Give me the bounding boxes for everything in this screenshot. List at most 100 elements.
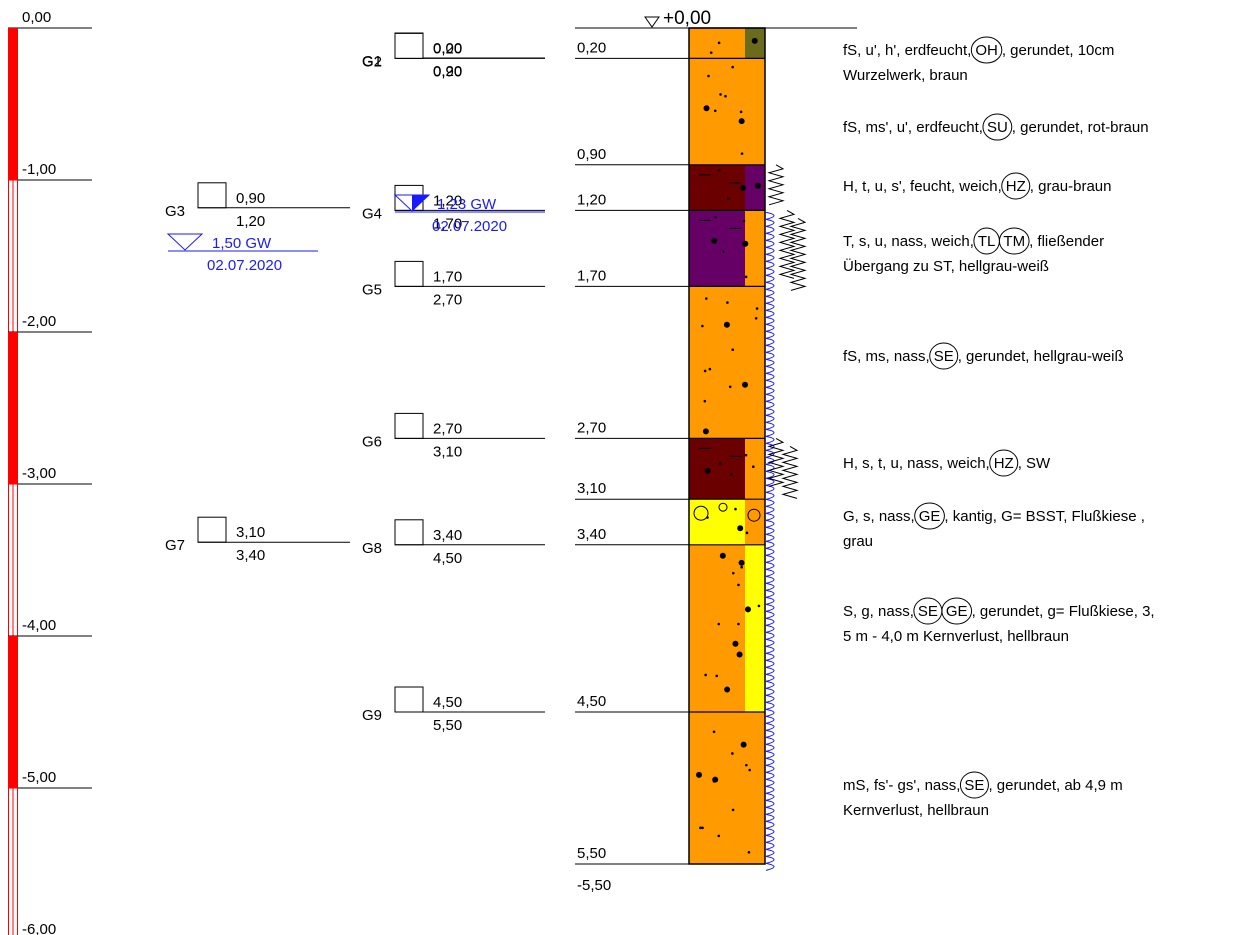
sample-bottom: 1,20 [236,213,265,230]
texture-dot [737,583,740,587]
description-text: fS, ms, nass, [843,348,930,365]
gravel-circle [693,505,709,521]
texture-dot [752,465,755,469]
texture-dot [717,41,721,45]
water-scallop [765,624,775,633]
texture-dot [754,316,758,320]
texture-dot [740,741,747,748]
groundwater-icon-fill [412,195,429,211]
sample-bottom: 3,40 [236,547,265,564]
scale-tick-label: -1,00 [22,161,56,178]
soil-class-label: SE [918,603,938,620]
groundwater-level: 1,23 GW [437,196,497,213]
texture-dot [701,826,704,830]
water-scallop [765,484,775,493]
description-text: , fließender [1029,233,1104,250]
texture-dot [754,182,761,189]
water-scallop [765,862,775,871]
texture-dot [747,850,751,854]
texture-dot [734,507,737,511]
description-text: , gerundet, rot-braun [1012,119,1149,136]
sample-box [197,516,227,543]
layer-stripe [745,712,765,864]
water-scallop [765,239,775,248]
description-text: fS, ms', u', erdfeucht, [843,119,983,136]
layer-stripe [745,286,765,439]
groundwater-icon [166,233,204,251]
sample-id: G6 [362,433,382,450]
texture-dot [719,552,726,559]
water-scallop [765,582,775,591]
soft-soil-marker [767,437,785,487]
water-scallop [765,715,775,724]
water-scallop [765,610,775,619]
description-text: , gerundet, ab 4,9 m [988,777,1122,794]
sample-bottom: 0,20 [433,63,462,80]
texture-dot [742,240,749,247]
texture-dot [701,324,704,328]
water-scallop [765,267,775,276]
texture-dot [712,776,719,783]
water-scallop [765,729,775,738]
water-scallop [765,379,775,388]
sample-id: G9 [362,707,382,724]
sample-bottom: 1,70 [433,215,462,232]
description-text: mS, fs'- gs', nass, [843,777,960,794]
texture-dot [704,673,707,677]
texture-dot [740,184,747,191]
water-scallop [765,351,775,360]
water-scallop [765,386,775,395]
water-scallop [765,316,775,325]
water-scallop [765,435,775,444]
texture-dot [713,109,717,113]
water-scallop [765,813,775,822]
sample-id: G3 [165,203,185,220]
sample-box [394,519,424,546]
sample-box [197,182,227,209]
sample-id: G7 [165,537,185,554]
sample-bottom: 2,70 [433,291,462,308]
water-scallop [765,680,775,689]
texture-dot [714,216,717,219]
water-scallop [765,596,775,605]
water-scallop [765,701,775,710]
scale-segment-filled [8,332,18,484]
soil-column [688,27,807,871]
soil-class-circle [1001,172,1031,200]
sample-id: G2 [362,53,382,70]
texture-dot [704,467,711,474]
texture-dot [732,640,739,647]
description-text: , grau-braun [1030,178,1112,195]
water-scallop [765,757,775,766]
scale-tick-label: -6,00 [22,921,56,935]
texture-dot [731,808,735,812]
layer-depth-label: 1,20 [577,191,606,208]
water-scallop [765,211,775,220]
water-scallop [765,337,775,346]
layer-depth-label: 0,20 [577,39,606,56]
texture-dot [755,307,759,310]
description-text: S, g, nass, [843,603,914,620]
water-scallop [765,477,775,486]
water-scallop [765,358,775,367]
water-scallop [765,848,775,857]
texture-dot [712,730,716,734]
description-text: grau [843,533,873,550]
texture-dot [695,771,702,778]
water-scallop [765,834,775,843]
soil-class-label: TM [1003,233,1025,250]
scale-tick-label: 0,00 [22,9,51,26]
description-text: , kantig, G= BSST, Flußkiese , [944,508,1145,525]
sample-box [394,32,424,59]
layer-descriptions: fS, u', h', erdfeucht, OH, gerundet, 10cm… [843,36,1155,819]
layer-depth-label: 2,70 [577,419,606,436]
sample-id: G4 [362,205,382,222]
water-scallop [765,246,775,255]
water-scallop [765,792,775,801]
sample-top: 0,00 [433,40,462,57]
soil-class-circle [929,342,959,370]
texture-dot [702,428,709,435]
water-scallop [765,827,775,836]
water-scallop [765,841,775,850]
